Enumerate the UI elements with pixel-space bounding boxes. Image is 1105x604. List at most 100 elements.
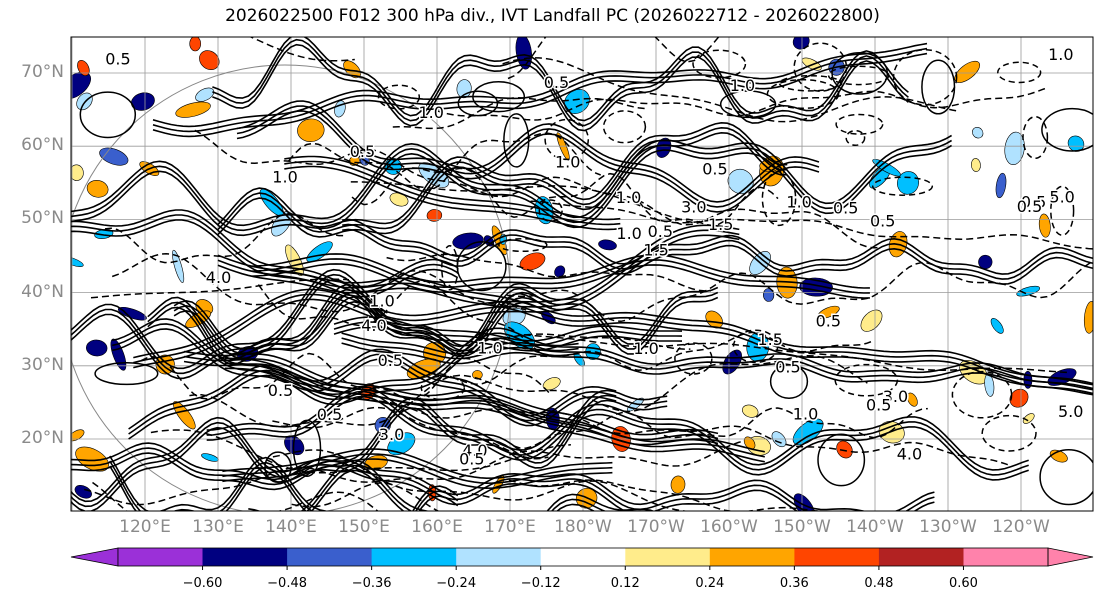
latitude-label: 50°N <box>21 208 64 229</box>
colorbar-box <box>540 548 626 566</box>
colorbar-box <box>371 548 457 566</box>
colorbar-box <box>963 548 1049 566</box>
divergence-contour-dashed <box>508 479 826 511</box>
contour-label: 0.5 <box>1021 193 1046 212</box>
ivt-contour-solid <box>71 273 388 375</box>
contour-label: 1.0 <box>369 292 394 311</box>
divergence-contour-dashed <box>386 253 711 292</box>
divergence-contour-dashed <box>507 260 1093 323</box>
divergence-contour-dashed <box>513 407 928 449</box>
divergence-patch <box>74 485 92 499</box>
longitude-label: 130°W <box>919 517 977 537</box>
contour-label: 1.0 <box>793 404 818 423</box>
contour-label: 5.0 <box>1049 188 1074 207</box>
contour-label: 1.5 <box>708 215 733 234</box>
closed-contour-dashed <box>835 113 884 135</box>
contour-label: 0.5 <box>317 405 342 424</box>
longitude-label: 150°W <box>773 517 831 537</box>
colorbar-tick-label: 0.12 <box>610 576 640 591</box>
divergence-contour-dashed <box>288 132 601 192</box>
contour-label: 0.5 <box>268 381 293 400</box>
ivt-contour-solid <box>251 263 870 299</box>
divergence-contour-dashed <box>84 440 745 506</box>
longitude-label: 160°W <box>700 517 758 537</box>
contour-label: 0.5 <box>833 199 858 218</box>
divergence-patch <box>762 288 775 302</box>
longitude-label: 120°W <box>992 517 1050 537</box>
divergence-patch <box>836 440 853 459</box>
ivt-contour-solid <box>147 292 719 365</box>
contour-label: 4.0 <box>206 268 231 287</box>
longitude-label: 140°W <box>846 517 904 537</box>
divergence-contour-dashed <box>90 278 350 299</box>
divergence-patch <box>970 158 981 172</box>
contour-label: 1.5 <box>758 330 783 349</box>
divergence-patch <box>1083 301 1093 334</box>
longitude-label: 170°W <box>627 517 685 537</box>
divergence-patch <box>598 239 617 251</box>
contour-label: 5.0 <box>1058 402 1083 421</box>
latitude-label: 40°N <box>21 281 64 302</box>
longitude-label: 180°W <box>554 517 612 537</box>
contour-label: 1.0 <box>477 339 502 358</box>
colorbar-tick-label: 0.60 <box>948 576 978 591</box>
ivt-contour-solid <box>71 394 668 508</box>
closed-contour-dashed <box>377 84 421 110</box>
ivt-contour-solid <box>152 42 928 128</box>
closed-contour-solid <box>456 241 507 292</box>
contour-label: 0.5 <box>105 50 130 69</box>
divergence-patch <box>1067 135 1085 152</box>
closed-contour-dashed <box>761 170 797 227</box>
divergence-patch <box>1016 285 1040 297</box>
closed-contour-dashed <box>766 78 840 110</box>
closed-contour-solid <box>1041 107 1093 152</box>
ivt-contour-solid <box>71 442 935 511</box>
closed-contour-solid <box>94 362 159 386</box>
colorbar-tick-label: −0.36 <box>351 576 392 591</box>
closed-contour-dashed <box>981 414 1037 452</box>
divergence-patch <box>71 164 84 181</box>
divergence-contour-dashed <box>291 482 440 511</box>
closed-contour-solid <box>1039 448 1093 506</box>
contour-label: 0.5 <box>350 142 375 161</box>
divergence-patch <box>954 60 981 83</box>
divergence-patch <box>77 60 90 76</box>
divergence-patch <box>86 339 108 357</box>
divergence-patch <box>175 101 211 118</box>
ivt-contour-solid <box>212 43 909 132</box>
divergence-patch <box>86 179 109 198</box>
contour-label: 3.0 <box>681 198 706 217</box>
colorbar-tick-label: −0.60 <box>182 576 223 591</box>
closed-contour-dashed <box>1050 185 1075 236</box>
ivt-contour-solid <box>112 318 617 417</box>
ivt-contour-solid <box>222 448 613 480</box>
ivt-contour-solid <box>71 134 952 227</box>
contour-label: 0.5 <box>816 311 841 330</box>
divergence-contour-dashed <box>357 397 1012 467</box>
chart-title: 2026022500 F012 300 hPa div., IVT Landfa… <box>225 6 880 26</box>
contour-label: 1.0 <box>616 188 641 207</box>
contour-labels: 1.03.04.05.00.51.53.04.05.00.51.01.50.51… <box>104 43 1085 470</box>
contour-label: 0.5 <box>870 212 895 231</box>
colorbar-box <box>625 548 711 566</box>
divergence-patch <box>878 421 905 444</box>
divergence-patch <box>452 232 484 250</box>
divergence-patch <box>972 127 984 139</box>
ivt-contour-solid <box>251 253 870 289</box>
divergence-patch <box>173 401 196 430</box>
ivt-contour-solid <box>310 469 596 511</box>
divergence-patch <box>199 50 220 70</box>
colorbar-box <box>709 548 795 566</box>
closed-contour-solid <box>457 90 499 117</box>
range-ring <box>71 64 511 511</box>
longitude-label: 130°E <box>192 517 244 537</box>
ivt-contours <box>71 37 1093 511</box>
closed-contour-solid <box>79 91 137 139</box>
closed-contour-dashed <box>778 74 843 92</box>
contour-label: 3.0 <box>883 387 908 406</box>
divergence-patch <box>978 254 993 270</box>
divergence-patch <box>554 265 566 278</box>
closed-contour-dashed <box>871 176 934 196</box>
divergence-contour-dashed <box>351 167 779 227</box>
